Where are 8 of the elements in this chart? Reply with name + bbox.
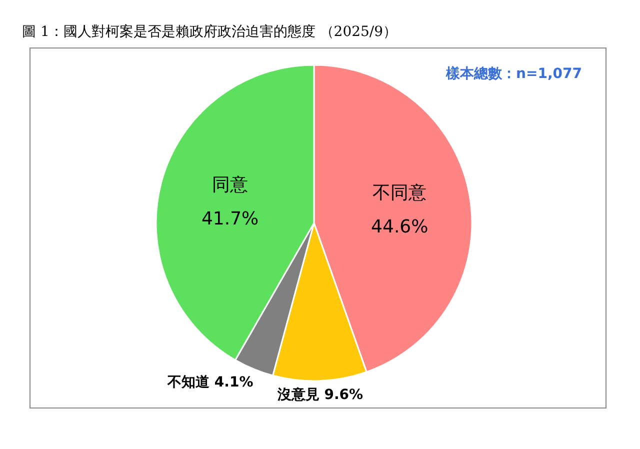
slice-label: 不同意: [372, 182, 427, 204]
slice-label: 沒意見 9.6%: [276, 386, 364, 403]
text: 樣本總數：n=1,077: [445, 65, 582, 82]
data-label: 41.7%: [201, 208, 259, 230]
data-label: 44.6%: [371, 216, 428, 238]
slice-label: 不知道 4.1%: [166, 374, 254, 391]
chart-title: 圖 1：國人對柯案是否是賴政府政治迫害的態度 （2025/9）: [22, 23, 398, 40]
slice-label: 同意: [212, 174, 248, 196]
